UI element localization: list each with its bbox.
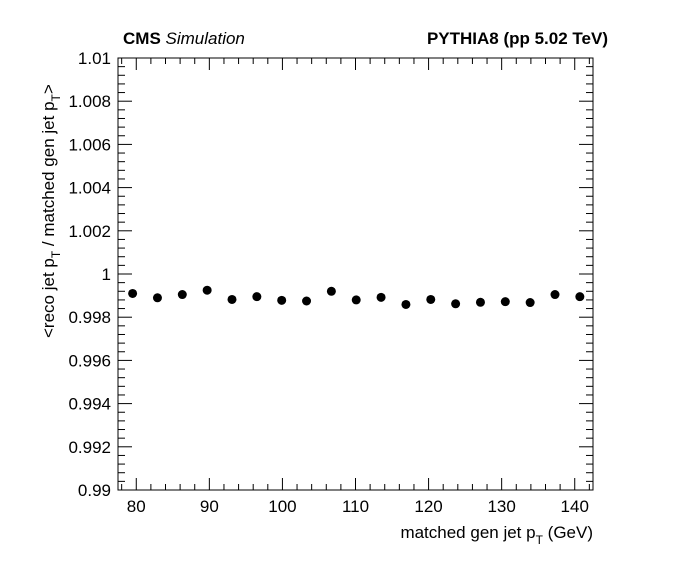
y-tick-label: 1.008 bbox=[68, 92, 111, 111]
cms-label: CMS Simulation bbox=[123, 29, 245, 49]
data-point bbox=[500, 297, 510, 307]
x-tick-label: 90 bbox=[200, 497, 219, 516]
y-tick-label: 1.006 bbox=[68, 135, 111, 154]
data-point bbox=[202, 285, 212, 295]
y-tick-label: 0.996 bbox=[68, 351, 111, 370]
x-tick-label: 80 bbox=[127, 497, 146, 516]
y-tick-label: 0.994 bbox=[68, 395, 111, 414]
y-axis-title: <reco jet pT / matched gen jet pT> bbox=[39, 84, 63, 338]
data-point bbox=[550, 290, 560, 300]
y-tick-label: 1 bbox=[102, 265, 111, 284]
data-point bbox=[227, 294, 237, 304]
y-tick-label: 0.99 bbox=[78, 481, 111, 500]
y-tick-label: 0.992 bbox=[68, 438, 111, 457]
y-tick-label: 1.01 bbox=[78, 49, 111, 68]
data-point bbox=[451, 299, 461, 309]
y-tick-label: 1.004 bbox=[68, 179, 111, 198]
experiment-label: CMS bbox=[123, 29, 161, 48]
generator-label: PYTHIA8 (pp 5.02 TeV) bbox=[426, 29, 608, 48]
data-point bbox=[326, 286, 336, 296]
data-point bbox=[401, 299, 411, 309]
status-label: Simulation bbox=[165, 29, 245, 48]
y-tick-label: 1.002 bbox=[68, 222, 111, 241]
data-point bbox=[152, 293, 162, 303]
data-point bbox=[351, 295, 361, 305]
data-point bbox=[252, 292, 262, 302]
x-tick-label: 140 bbox=[561, 497, 589, 516]
plot-frame bbox=[117, 57, 594, 491]
data-point bbox=[302, 296, 312, 306]
data-point bbox=[475, 297, 485, 307]
data-point bbox=[177, 290, 187, 300]
x-tick-label: 100 bbox=[268, 497, 296, 516]
data-point bbox=[426, 294, 436, 304]
x-tick-label: 130 bbox=[487, 497, 515, 516]
x-tick-label: 120 bbox=[414, 497, 442, 516]
data-point bbox=[277, 295, 287, 305]
y-tick-label: 0.998 bbox=[68, 308, 111, 327]
data-point bbox=[128, 288, 138, 298]
data-point bbox=[575, 292, 585, 302]
x-tick-label: 110 bbox=[342, 497, 369, 516]
data-markers bbox=[128, 285, 585, 309]
axis-ticks bbox=[118, 57, 593, 491]
x-axis-title: matched gen jet pT (GeV) bbox=[400, 523, 593, 547]
axis-tick-labels: 80 90 100 110 120 130 140 0.99 0.992 0.994 0.996 0.… bbox=[68, 49, 588, 516]
data-point bbox=[376, 292, 386, 302]
data-point bbox=[525, 298, 535, 308]
